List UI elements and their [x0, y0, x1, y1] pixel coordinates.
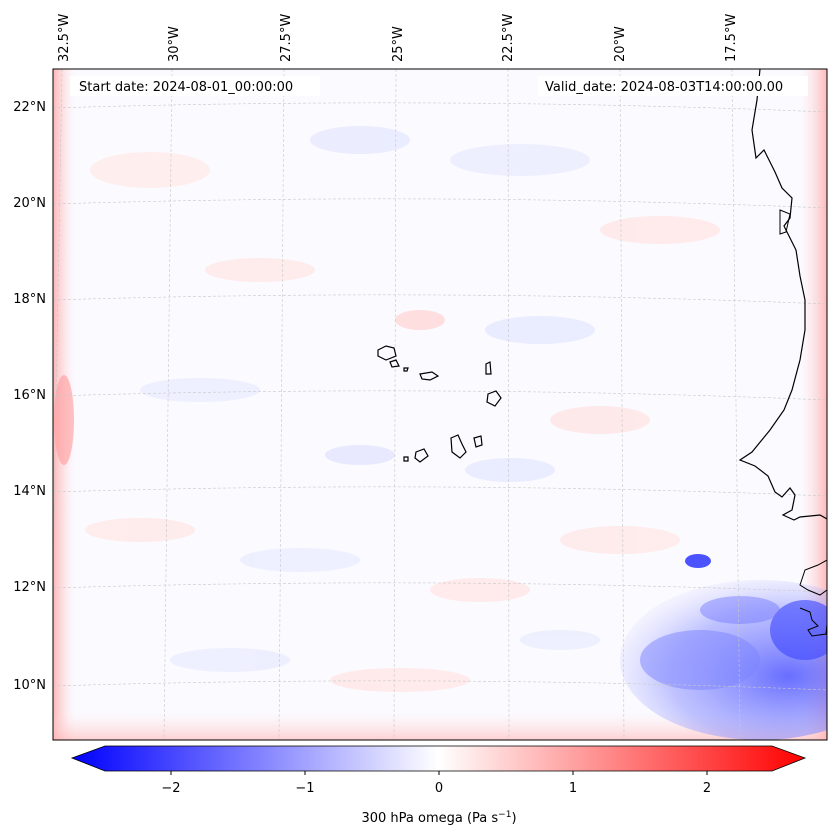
colorbar-tick: −2	[161, 781, 180, 796]
colorbar: −2 −1 0 1 2 300 hPa omega (Pa s−1)	[70, 745, 807, 826]
lon-label: 27.5°W	[279, 14, 294, 62]
lat-label: 18°N	[13, 292, 46, 307]
omega-field	[53, 69, 827, 740]
latitude-labels: 22°N 20°N 18°N 16°N 14°N 12°N 10°N	[13, 100, 46, 693]
africa-coastline	[738, 69, 827, 521]
longitude-labels: 32.5°W 30°W 27.5°W 25°W 22.5°W 20°W 17.5…	[57, 14, 739, 62]
colorbar-tick: 0	[435, 781, 443, 796]
colorbar-label: 300 hPa omega (Pa s−1)	[361, 810, 516, 826]
lat-label: 10°N	[13, 678, 46, 693]
map-frame	[52, 68, 828, 741]
lon-label: 30°W	[167, 26, 182, 62]
lat-label: 12°N	[13, 580, 46, 595]
start-date-box	[70, 76, 320, 96]
lon-label: 17.5°W	[724, 14, 739, 62]
lon-label: 25°W	[391, 26, 406, 62]
lat-label: 20°N	[13, 196, 46, 211]
lon-label: 20°W	[613, 26, 628, 62]
lat-label: 22°N	[13, 100, 46, 115]
lon-label: 32.5°W	[57, 14, 72, 62]
valid-date-box	[538, 76, 808, 96]
graticule	[53, 69, 827, 740]
lon-label: 22.5°W	[501, 14, 516, 62]
valid-date-label: Valid_date: 2024-08-03T14:00:00.00	[545, 80, 783, 95]
colorbar-tick: −1	[295, 781, 314, 796]
lat-label: 16°N	[13, 388, 46, 403]
cape-verde-islands	[377, 345, 502, 463]
lat-label: 14°N	[13, 484, 46, 499]
colorbar-tick: 1	[569, 781, 577, 796]
colorbar-tick: 2	[703, 781, 711, 796]
start-date-label: Start date: 2024-08-01_00:00:00	[79, 80, 293, 95]
